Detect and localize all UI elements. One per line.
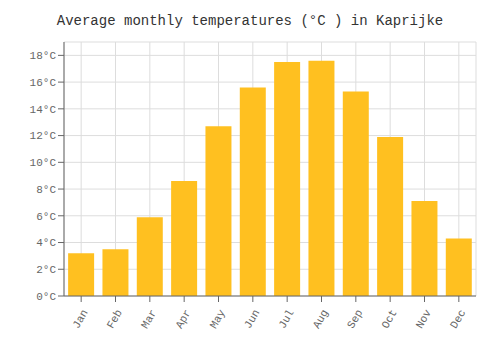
svg-text:Jan: Jan	[70, 308, 90, 331]
svg-text:Nov: Nov	[414, 307, 434, 330]
svg-text:6°C: 6°C	[36, 211, 56, 223]
svg-text:Aug: Aug	[311, 308, 331, 331]
svg-text:Sep: Sep	[345, 308, 365, 331]
svg-text:Jun: Jun	[242, 308, 262, 331]
svg-text:Jul: Jul	[276, 308, 296, 331]
html-text:Average monthly temperatures (: Average monthly temperatures (°C ) in Ka…	[56, 13, 444, 29]
svg-text:4°C: 4°C	[36, 237, 56, 249]
svg-text:18°C: 18°C	[30, 50, 57, 62]
svg-text:Apr: Apr	[173, 308, 193, 331]
svg-text:Dec: Dec	[448, 308, 468, 331]
svg-text:8°C: 8°C	[36, 184, 56, 196]
svg-text:Oct: Oct	[379, 308, 399, 331]
svg-text:Mar: Mar	[139, 308, 159, 331]
svg-text:0°C: 0°C	[36, 291, 56, 303]
svg-text:2°C: 2°C	[36, 264, 56, 276]
svg-text:Feb: Feb	[105, 308, 125, 331]
svg-text:16°C: 16°C	[30, 77, 57, 89]
svg-text:May: May	[208, 307, 228, 330]
svg-text:14°C: 14°C	[30, 104, 57, 116]
svg-text:10°C: 10°C	[30, 157, 57, 169]
svg-text:12°C: 12°C	[30, 130, 57, 142]
